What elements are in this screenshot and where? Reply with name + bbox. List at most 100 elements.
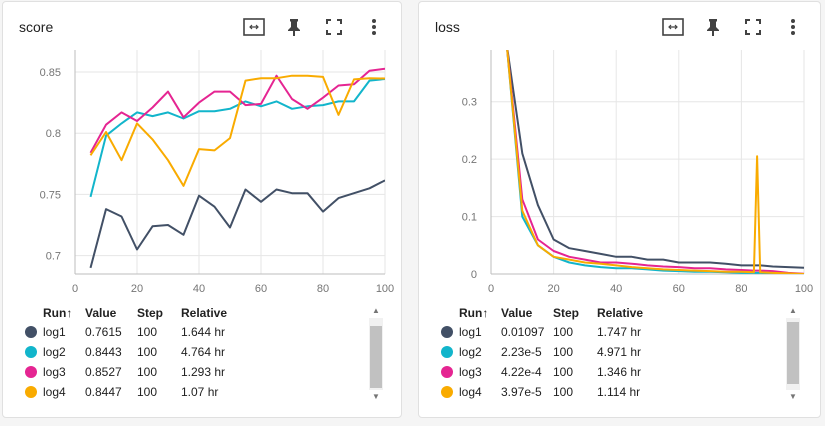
- value-cell: 0.7615: [85, 325, 122, 339]
- run-cell: log3: [437, 365, 501, 379]
- y-tick-label: 0.1: [462, 212, 477, 224]
- y-tick-label: 0.85: [40, 67, 61, 79]
- series-line-log4: [506, 50, 804, 274]
- fullscreen-icon[interactable]: [738, 12, 768, 42]
- scroll-thumb[interactable]: [787, 322, 799, 384]
- grid: [74, 50, 386, 274]
- card-title: loss: [435, 19, 460, 35]
- run-color-dot: [441, 346, 453, 358]
- legend-header: Run↑ Value Step Relative: [437, 304, 777, 322]
- x-tick-label: 20: [547, 283, 559, 294]
- legend-row: log4 3.97e-5 100 1.114 hr: [437, 382, 777, 402]
- legend-scrollbar[interactable]: ▲ ▼: [369, 304, 383, 404]
- legend-row: log2 2.23e-5 100 4.971 hr: [437, 342, 777, 362]
- scroll-up-icon[interactable]: ▲: [789, 306, 797, 315]
- value-column-header: Value: [501, 306, 533, 320]
- run-color-dot: [25, 366, 37, 378]
- more-vert-icon[interactable]: [778, 12, 808, 42]
- run-color-dot: [441, 386, 453, 398]
- relative-column-header: Relative: [597, 306, 644, 320]
- run-column-header[interactable]: Run↑: [459, 306, 489, 320]
- run-column-header[interactable]: Run↑: [43, 306, 73, 320]
- run-cell: log1: [21, 325, 85, 339]
- series-line-log2: [506, 50, 804, 274]
- relative-cell: 1.293 hr: [181, 365, 226, 379]
- step-cell: 100: [137, 325, 158, 339]
- pin-icon[interactable]: [279, 12, 309, 42]
- scroll-down-icon[interactable]: ▼: [372, 392, 380, 401]
- legend: Run↑ Value Step Relative log1 0.7615 100 1.644 …: [21, 304, 361, 402]
- relative-cell: 4.971 hr: [597, 345, 642, 359]
- legend-row: log1 0.7615 100 1.644 hr: [21, 322, 361, 342]
- x-tick-label: 60: [673, 283, 685, 294]
- y-tick-label: 0.2: [462, 154, 477, 166]
- legend: Run↑ Value Step Relative log1 0.01097 100 1.747…: [437, 304, 777, 402]
- scroll-thumb[interactable]: [370, 326, 382, 388]
- fit-domain-icon[interactable]: [239, 12, 269, 42]
- run-cell: log3: [21, 365, 85, 379]
- loss-card: loss 0 20 40 60 80 100 0 0.1 0.2 0.3 Run↑ Value Ste…: [418, 1, 821, 418]
- x-tick-label: 80: [317, 283, 329, 294]
- y-tick-label: 0.75: [40, 189, 61, 201]
- step-cell: 100: [553, 345, 574, 359]
- card-title: score: [19, 19, 54, 35]
- step-column-header: Step: [553, 306, 580, 320]
- run-name: log4: [459, 385, 482, 399]
- y-tick-label: 0.7: [46, 251, 61, 263]
- series-line-log4: [89, 74, 385, 187]
- run-cell: log4: [437, 385, 501, 399]
- value-cell: 0.8443: [85, 345, 122, 359]
- x-tick-label: 60: [255, 283, 267, 294]
- y-tick-label: 0.3: [462, 97, 477, 109]
- run-name: log2: [43, 345, 66, 359]
- run-cell: log2: [437, 345, 501, 359]
- run-color-dot: [25, 386, 37, 398]
- series-line-log1: [506, 50, 804, 269]
- y-tick-label: 0: [471, 269, 477, 281]
- run-cell: log1: [437, 325, 501, 339]
- y-tick-label: 0.8: [46, 128, 61, 140]
- step-column-header: Step: [137, 306, 164, 320]
- more-vert-icon[interactable]: [359, 12, 389, 42]
- relative-column-header: Relative: [181, 306, 228, 320]
- step-cell: 100: [553, 325, 574, 339]
- score-chart[interactable]: 0 20 40 60 80 100 0.7 0.75 0.8 0.85: [3, 42, 402, 294]
- legend-row: log4 0.8447 100 1.07 hr: [21, 382, 361, 402]
- card-toolbar: [239, 12, 389, 42]
- legend-header: Run↑ Value Step Relative: [21, 304, 361, 322]
- fullscreen-icon[interactable]: [319, 12, 349, 42]
- legend-row: log2 0.8443 100 4.764 hr: [21, 342, 361, 362]
- pin-icon[interactable]: [698, 12, 728, 42]
- fit-domain-icon[interactable]: [658, 12, 688, 42]
- x-tick-label: 40: [193, 283, 205, 294]
- step-cell: 100: [553, 385, 574, 399]
- relative-cell: 1.07 hr: [181, 385, 219, 399]
- loss-chart[interactable]: 0 20 40 60 80 100 0 0.1 0.2 0.3: [419, 42, 821, 294]
- x-tick-label: 40: [610, 283, 622, 294]
- legend-scrollbar[interactable]: ▲ ▼: [786, 304, 800, 404]
- x-tick-label: 80: [735, 283, 747, 294]
- value-cell: 0.8447: [85, 385, 122, 399]
- relative-cell: 1.346 hr: [597, 365, 642, 379]
- relative-cell: 1.747 hr: [597, 325, 642, 339]
- legend-row: log3 4.22e-4 100 1.346 hr: [437, 362, 777, 382]
- run-name: log2: [459, 345, 482, 359]
- legend-row: log1 0.01097 100 1.747 hr: [437, 322, 777, 342]
- x-tick-label: 0: [488, 283, 494, 294]
- run-name: log3: [43, 365, 66, 379]
- run-cell: log2: [21, 345, 85, 359]
- step-cell: 100: [137, 385, 158, 399]
- series-line-log3: [506, 50, 804, 274]
- card-toolbar: [658, 12, 808, 42]
- value-cell: 3.97e-5: [501, 385, 542, 399]
- legend-row: log3 0.8527 100 1.293 hr: [21, 362, 361, 382]
- series-group: [89, 67, 385, 269]
- value-cell: 4.22e-4: [501, 365, 542, 379]
- scroll-down-icon[interactable]: ▼: [789, 392, 797, 401]
- relative-cell: 4.764 hr: [181, 345, 226, 359]
- value-column-header: Value: [85, 306, 117, 320]
- x-tick-label: 0: [72, 283, 78, 294]
- scroll-up-icon[interactable]: ▲: [372, 306, 380, 315]
- run-name: log1: [43, 325, 66, 339]
- run-name: log4: [43, 385, 66, 399]
